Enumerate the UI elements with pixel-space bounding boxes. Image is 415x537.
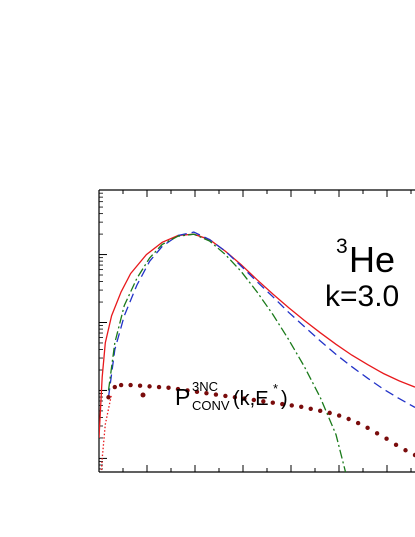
data-point	[355, 420, 361, 426]
nucleus-sup: 3	[336, 235, 348, 258]
data-point	[251, 397, 257, 403]
data-point	[242, 396, 247, 401]
data-point	[118, 382, 124, 388]
data-point	[175, 386, 181, 392]
legend-label-sub: CONV	[192, 398, 230, 413]
data-point	[270, 400, 275, 405]
nucleus-annotation: 3 He k=3.0	[325, 235, 399, 313]
legend-label-main: P	[175, 384, 190, 410]
data-point	[194, 389, 200, 395]
data-point	[204, 390, 209, 396]
plot-area	[99, 231, 415, 472]
data-point	[112, 384, 118, 390]
axes	[98, 189, 415, 473]
data-point	[223, 393, 228, 399]
data-point	[336, 413, 342, 418]
data-point	[346, 416, 351, 422]
nucleus-label: He	[349, 239, 395, 280]
legend-label-sup: 3NC	[192, 379, 218, 394]
data-point	[213, 392, 219, 397]
data-point	[299, 404, 304, 409]
data-point	[261, 399, 266, 404]
data-point	[185, 388, 190, 393]
data-point	[384, 436, 389, 441]
data-point	[365, 425, 370, 431]
data-point	[147, 384, 152, 389]
data-point	[393, 442, 399, 448]
data-point	[166, 385, 171, 390]
data-point	[403, 448, 408, 453]
data-point	[106, 395, 111, 400]
data-point	[232, 395, 238, 400]
data-point	[137, 383, 143, 388]
data-point	[327, 410, 332, 416]
data-point	[156, 384, 162, 390]
axis-ticks	[98, 190, 412, 472]
data-point	[374, 431, 380, 436]
k-label: k=3.0	[325, 280, 399, 313]
series-line-1	[107, 231, 415, 408]
series-line-2	[107, 233, 347, 472]
data-point	[289, 403, 294, 408]
legend-label-tail-sup: *	[273, 381, 278, 396]
legend-label-tail: (k,E	[233, 388, 269, 410]
legend-marker	[140, 392, 146, 398]
legend-label-close: )	[281, 388, 288, 410]
data-point	[128, 382, 133, 388]
data-point	[308, 406, 313, 412]
series-line-4	[100, 393, 113, 472]
data-point	[318, 408, 323, 414]
legend: P 3NC CONV (k,E * )	[140, 379, 288, 413]
data-point	[412, 452, 415, 458]
data-point	[280, 401, 285, 407]
